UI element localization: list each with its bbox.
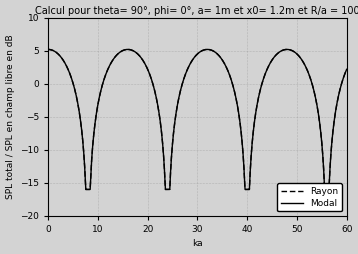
Modal <box>84 188 88 191</box>
Rayon <box>180 83 184 86</box>
Rayon <box>344 68 349 71</box>
Rayon <box>117 51 121 54</box>
Modal <box>159 124 163 127</box>
X-axis label: ka: ka <box>192 240 203 248</box>
Modal <box>117 51 121 54</box>
Rayon <box>118 50 123 53</box>
Rayon <box>46 48 50 51</box>
Rayon <box>159 124 163 127</box>
Line: Modal: Modal <box>48 50 347 189</box>
Title: Calcul pour theta= 90°, phi= 0°, a= 1m et x0= 1.2m et R/a = 100: Calcul pour theta= 90°, phi= 0°, a= 1m e… <box>35 6 358 15</box>
Modal <box>342 74 347 77</box>
Modal <box>180 83 184 86</box>
Rayon <box>84 188 88 191</box>
Y-axis label: SPL total / SPL en champ libre en dB: SPL total / SPL en champ libre en dB <box>6 35 15 199</box>
Line: Rayon: Rayon <box>48 50 347 189</box>
Legend: Rayon, Modal: Rayon, Modal <box>277 183 342 211</box>
Modal <box>115 53 120 56</box>
Modal <box>344 68 349 71</box>
Modal <box>46 48 50 51</box>
Rayon <box>342 74 347 77</box>
Modal <box>118 50 123 53</box>
Rayon <box>115 53 120 56</box>
